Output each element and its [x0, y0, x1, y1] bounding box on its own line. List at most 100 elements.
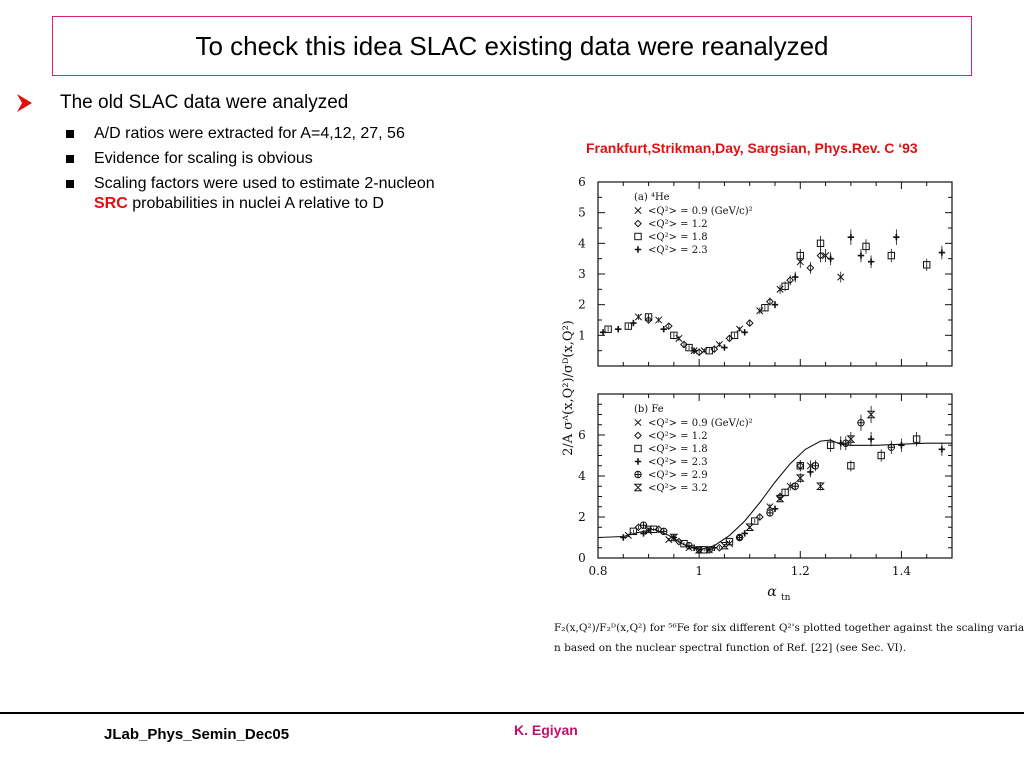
main-bullet-text: The old SLAC data were analyzed	[60, 92, 349, 113]
legend-label: <Q²> = 1.2	[648, 219, 708, 230]
legend-label: <Q²> = 2.9	[648, 470, 708, 481]
legend-marker	[634, 458, 642, 465]
legend-label: <Q²> = 2.3	[648, 245, 708, 256]
data-point-cross	[857, 419, 865, 426]
y-tick-label: 6	[578, 428, 586, 442]
data-point	[781, 488, 789, 497]
x-tick-label: 1	[695, 564, 703, 578]
data-point	[644, 316, 653, 324]
slide-title: To check this idea SLAC existing data we…	[195, 30, 829, 61]
data-point	[847, 234, 855, 241]
data-point-cross	[842, 440, 849, 447]
data-point	[806, 263, 815, 272]
data-point	[620, 534, 627, 541]
x-tick-label: 1.2	[791, 564, 810, 578]
data-point-cross	[640, 522, 647, 529]
x-axis-label: α	[767, 584, 777, 600]
data-point	[694, 546, 704, 554]
data-point	[771, 505, 779, 512]
data-point	[887, 251, 896, 260]
caption-line-1: F₂(x,Q²)/F₂ᴰ(x,Q²) for ⁵⁶Fe for six diff…	[554, 620, 1024, 640]
data-point	[736, 325, 744, 333]
data-point	[766, 297, 774, 306]
data-point	[827, 255, 834, 262]
data-point	[721, 344, 728, 351]
arrow-bullet-icon	[17, 94, 32, 112]
data-point	[847, 462, 855, 470]
sub-bullet-list: A/D ratios were extracted for A=4,12, 27…	[66, 124, 536, 219]
data-point	[862, 242, 870, 251]
data-point	[624, 322, 633, 330]
sub-bullet-item: Scaling factors were used to estimate 2-…	[66, 174, 536, 214]
data-point	[630, 319, 637, 327]
data-point	[938, 249, 946, 256]
caption-line-2: n based on the nuclear spectral function…	[554, 642, 907, 655]
data-point	[938, 446, 946, 453]
legend-marker	[633, 483, 643, 492]
legend-marker-cross	[634, 471, 642, 478]
theory-curve	[597, 439, 952, 551]
data-point	[730, 331, 739, 340]
data-point	[680, 340, 688, 349]
data-point	[775, 494, 785, 503]
data-point	[644, 525, 653, 533]
legend-label: <Q²> = 1.2	[648, 431, 708, 442]
data-point	[644, 313, 653, 321]
data-point	[664, 322, 673, 331]
y-tick-label: 1	[578, 328, 586, 342]
legend-label: <Q²> = 0.9 (GeV/c)²	[648, 206, 753, 217]
x-axis-label-subscript: tn	[781, 593, 791, 603]
data-point-cross	[706, 546, 713, 553]
data-point	[670, 331, 678, 340]
data-point	[912, 435, 921, 443]
footer-event: JLab_Phys_Semin_Dec05	[104, 726, 290, 743]
caption-text: for ⁵⁶Fe for six different Q²'s plotted …	[646, 622, 1024, 634]
data-point	[846, 435, 856, 443]
y-tick-label: 2	[578, 298, 586, 312]
data-point	[857, 252, 865, 259]
scaling-figure: 1 2 3 4 5 6 (a) ⁴He <Q²> = 0.9 (GeV/c)² <Q²> = 1…	[550, 168, 970, 608]
y-tick-label: 4	[578, 469, 586, 483]
data-point	[715, 340, 723, 349]
data-point	[599, 329, 607, 336]
data-point	[720, 542, 729, 550]
data-point	[866, 410, 876, 419]
reference-citation: Frankfurt,Strikman,Day, Sargsian, Phys.R…	[586, 140, 918, 156]
data-point	[615, 326, 622, 333]
data-point	[816, 482, 825, 490]
square-bullet-icon	[66, 180, 74, 188]
data-point	[837, 273, 845, 281]
sub-bullet-text-continued: probabilities in nuclei A relative to D	[127, 195, 384, 212]
data-point	[745, 523, 755, 531]
data-point	[690, 347, 698, 354]
data-point	[796, 251, 804, 260]
data-point	[792, 273, 799, 281]
data-point-cross	[792, 483, 799, 490]
data-point	[634, 313, 643, 321]
data-point-cross	[685, 542, 693, 549]
data-point	[680, 539, 688, 548]
data-point	[867, 435, 875, 443]
sub-bullet-text: Evidence for scaling is obvious	[94, 150, 313, 167]
footer-author: K. Egiyan	[514, 722, 578, 738]
data-point	[826, 441, 835, 449]
data-point	[816, 239, 825, 248]
legend-label: <Q²> = 2.3	[648, 457, 708, 468]
legend-label: <Q²> = 3.2	[648, 483, 708, 494]
figure-caption: F₂(x,Q²)/F₂ᴰ(x,Q²) for ⁵⁶Fe for six diff…	[554, 620, 1024, 656]
y-tick-label: 2	[578, 510, 586, 524]
data-point	[807, 468, 814, 476]
src-highlight: SRC	[94, 195, 128, 212]
data-point	[816, 251, 825, 260]
caption-ratio: F₂(x,Q²)/F₂ᴰ(x,Q²)	[554, 622, 647, 634]
sub-bullet-item: Evidence for scaling is obvious	[66, 149, 536, 169]
data-point	[923, 261, 931, 269]
data-point	[867, 258, 875, 265]
legend-marker	[634, 219, 642, 228]
legend-title: (b) Fe	[634, 404, 664, 415]
data-point	[755, 513, 764, 521]
data-point	[655, 316, 663, 324]
data-point	[604, 325, 612, 333]
data-point	[715, 543, 724, 552]
scaling-plot-svg: 1 2 3 4 5 6 (a) ⁴He <Q²> = 0.9 (GeV/c)² <Q²> = 1…	[561, 175, 953, 603]
